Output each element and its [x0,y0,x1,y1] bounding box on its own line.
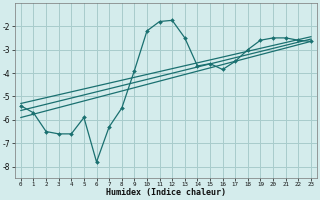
X-axis label: Humidex (Indice chaleur): Humidex (Indice chaleur) [106,188,226,197]
